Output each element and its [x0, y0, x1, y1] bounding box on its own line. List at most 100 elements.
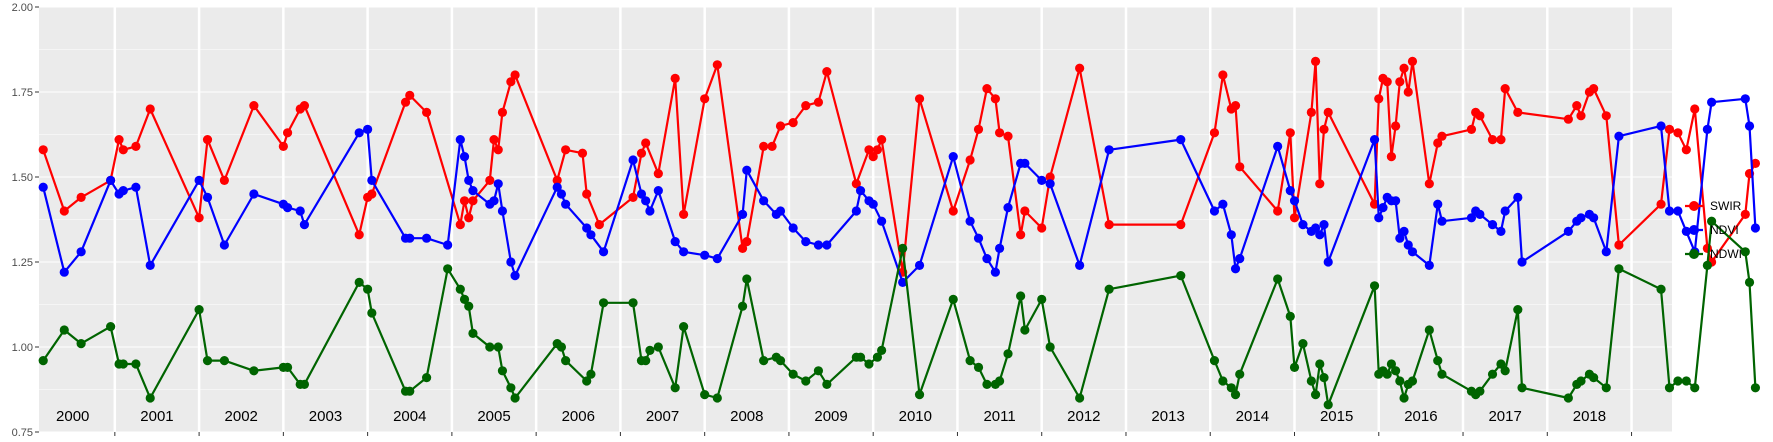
data-point	[1673, 376, 1683, 386]
data-point	[788, 369, 798, 379]
data-point	[106, 322, 116, 332]
data-point	[1513, 192, 1523, 202]
data-point	[670, 383, 680, 393]
legend-key-point	[1689, 225, 1699, 235]
data-point	[1664, 124, 1675, 134]
data-point	[1104, 284, 1114, 294]
data-point	[801, 101, 811, 111]
data-point	[1496, 226, 1506, 236]
data-point	[194, 175, 204, 185]
data-point	[712, 393, 722, 403]
data-point	[1681, 376, 1691, 386]
data-point	[1656, 199, 1666, 209]
data-point	[598, 247, 609, 257]
year-label: 2012	[1067, 408, 1100, 425]
data-point	[202, 356, 213, 366]
data-point	[864, 359, 874, 369]
y-tick-label: 1.50	[12, 172, 33, 184]
series-line-ndvi	[42, 97, 1757, 284]
series-ndwi	[38, 216, 1761, 410]
data-point	[982, 379, 992, 389]
data-point	[1466, 124, 1477, 134]
data-point	[367, 175, 377, 185]
data-point	[1104, 220, 1114, 230]
data-point	[1576, 213, 1586, 223]
data-point	[1218, 70, 1228, 80]
data-point	[994, 243, 1005, 253]
data-point	[510, 271, 520, 281]
data-point	[1517, 383, 1527, 393]
data-point	[767, 141, 777, 151]
data-point	[1176, 135, 1186, 145]
data-point	[822, 379, 832, 389]
data-point	[737, 243, 748, 253]
data-point	[76, 192, 86, 202]
data-point	[653, 342, 663, 352]
data-point	[464, 301, 474, 311]
data-point	[990, 267, 1000, 277]
data-point	[700, 390, 710, 400]
data-point	[556, 342, 567, 352]
data-point	[422, 233, 432, 243]
data-point	[1230, 264, 1241, 274]
data-point	[556, 189, 567, 199]
data-point	[1306, 107, 1316, 117]
data-point	[1744, 277, 1755, 287]
data-point	[1589, 373, 1599, 383]
data-point	[1306, 376, 1316, 386]
data-point	[145, 104, 155, 114]
data-point	[864, 145, 874, 155]
data-point	[742, 165, 752, 175]
data-point	[76, 247, 86, 257]
data-point	[1075, 260, 1085, 270]
data-point	[742, 274, 752, 284]
data-point	[1475, 209, 1485, 219]
data-point	[506, 383, 516, 393]
data-point	[38, 145, 48, 155]
data-point	[586, 369, 596, 379]
data-point	[801, 237, 811, 247]
data-point	[464, 213, 474, 223]
year-label: 2018	[1573, 408, 1606, 425]
data-point	[443, 264, 453, 274]
data-point	[363, 284, 373, 294]
data-point	[1424, 325, 1434, 335]
series-swir	[38, 56, 1761, 277]
data-point	[118, 186, 128, 196]
data-point	[1045, 179, 1055, 189]
data-point	[561, 145, 571, 155]
legend-key-point	[1689, 201, 1699, 211]
data-point	[1209, 128, 1220, 138]
data-point	[1020, 206, 1030, 216]
data-point	[1374, 94, 1384, 104]
data-point	[759, 356, 769, 366]
data-point	[489, 196, 499, 206]
data-point	[1045, 342, 1055, 352]
data-point	[1391, 196, 1401, 206]
data-point	[405, 90, 415, 100]
data-point	[641, 196, 651, 206]
data-point	[422, 373, 432, 383]
data-point	[851, 206, 861, 216]
data-point	[813, 366, 824, 376]
data-point	[1374, 213, 1384, 223]
year-label: 2003	[309, 408, 342, 425]
data-point	[1226, 383, 1236, 393]
data-point	[1614, 131, 1624, 141]
data-point	[742, 237, 752, 247]
data-point	[1744, 121, 1755, 131]
data-point	[868, 152, 878, 162]
data-point	[1176, 271, 1186, 281]
data-point	[249, 366, 259, 376]
data-point	[1702, 124, 1712, 134]
data-point	[1740, 94, 1750, 104]
year-label: 2010	[899, 408, 932, 425]
data-point	[1382, 77, 1392, 87]
data-point	[737, 301, 748, 311]
data-point	[813, 240, 824, 250]
data-point	[1572, 101, 1582, 111]
data-point	[636, 148, 647, 158]
data-point	[1016, 230, 1026, 240]
data-point	[459, 152, 470, 162]
data-point	[855, 352, 866, 362]
